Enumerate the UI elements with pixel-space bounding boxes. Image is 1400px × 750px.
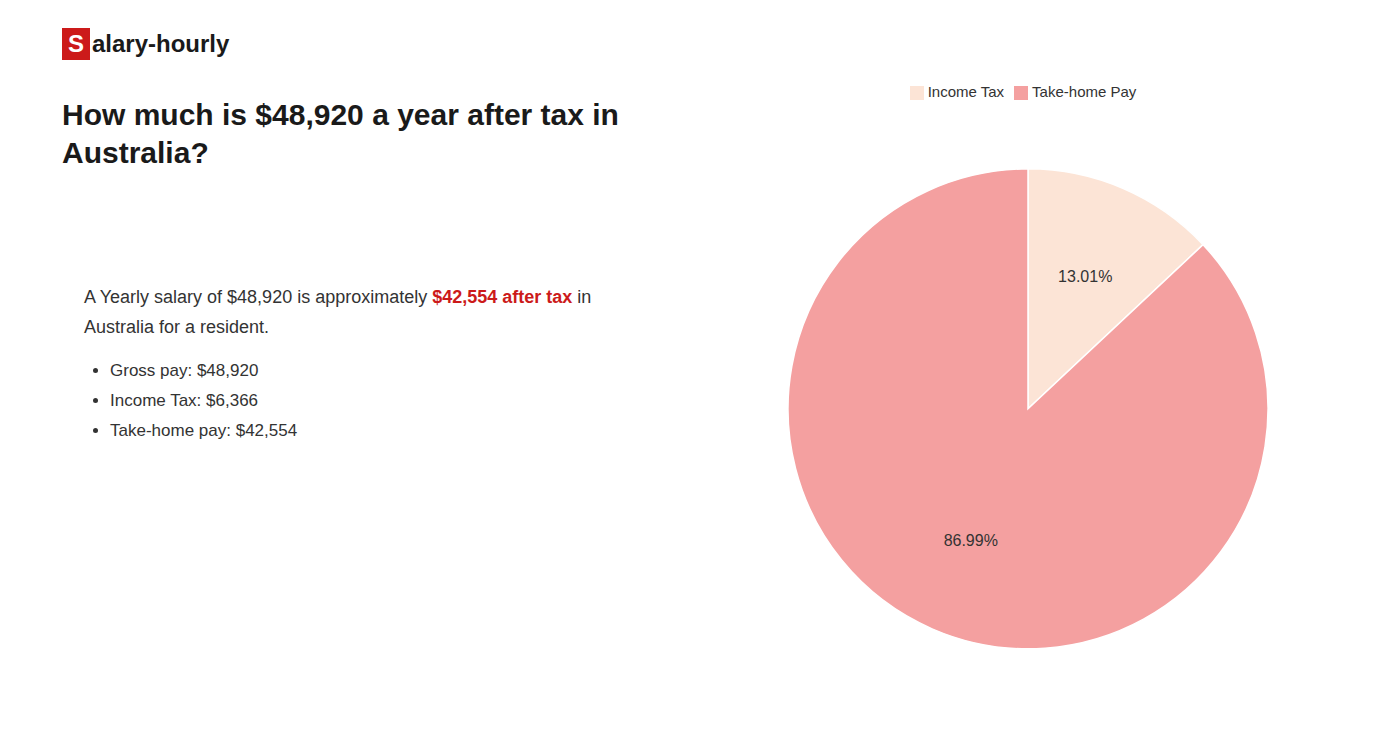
svg-text:13.01%: 13.01% [1058, 268, 1112, 285]
html-text:Take-home pay: $42,554: Take-home pay: $42,554 [110, 421, 298, 440]
html-text:How much is $48,920 a year aft: How much is $48,920 a year after tax in … [62, 98, 619, 169]
html-text:Gross pay: $48,920: Gross pay: $48,920 [110, 361, 259, 380]
html-text:A Yearly salary of $48,920 is: A Yearly salary of $48,920 is approximat… [84, 287, 592, 307]
html-text:S alary-hourly: S alary-hourly [68, 30, 230, 57]
html-text:Australia for a resident.: Australia for a resident. [84, 317, 270, 337]
html-text:Income Tax: $6,366: Income Tax: $6,366 [110, 391, 259, 410]
html-text:Take-home Pay: Take-home Pay [1032, 83, 1137, 100]
html-text:Income Tax: Income Tax [927, 83, 1005, 100]
svg-text:86.99%: 86.99% [944, 532, 998, 549]
